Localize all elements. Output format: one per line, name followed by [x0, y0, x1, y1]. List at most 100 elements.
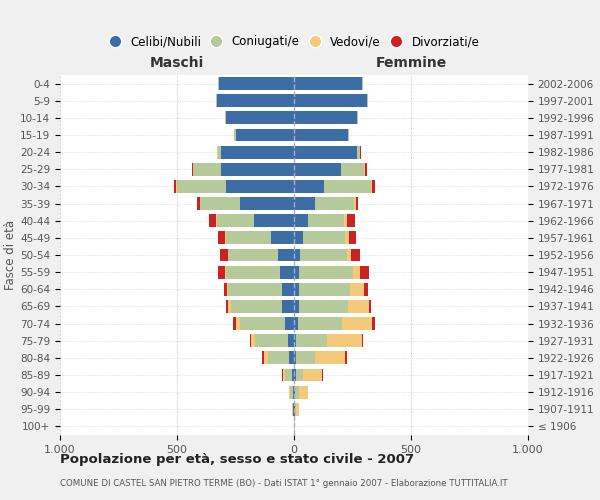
Bar	[226, 300, 229, 313]
Bar	[294, 94, 367, 107]
Bar	[303, 368, 322, 382]
Bar	[294, 112, 357, 124]
Bar	[288, 334, 294, 347]
Bar	[221, 146, 294, 158]
Bar	[289, 352, 294, 364]
Bar	[327, 334, 362, 347]
Bar	[235, 128, 294, 141]
Bar	[193, 163, 221, 175]
Bar	[250, 334, 251, 347]
Bar	[294, 317, 298, 330]
Bar	[296, 352, 315, 364]
Bar	[216, 214, 217, 227]
Bar	[191, 163, 193, 175]
Bar	[362, 77, 363, 90]
Bar	[369, 300, 371, 313]
Bar	[200, 197, 240, 210]
Bar	[225, 112, 226, 124]
Y-axis label: Anni di nascita: Anni di nascita	[598, 212, 600, 298]
Bar	[299, 266, 353, 278]
Bar	[342, 317, 373, 330]
Bar	[347, 214, 355, 227]
Bar	[294, 163, 341, 175]
Bar	[218, 232, 226, 244]
Bar	[367, 94, 368, 107]
Bar	[294, 248, 300, 262]
Bar	[356, 197, 358, 210]
Bar	[371, 180, 373, 193]
Bar	[218, 146, 221, 158]
Bar	[229, 283, 283, 296]
Bar	[229, 248, 278, 262]
Bar	[346, 232, 349, 244]
Bar	[218, 77, 219, 90]
Bar	[233, 317, 235, 330]
Bar	[227, 283, 229, 296]
Bar	[217, 94, 294, 107]
Bar	[262, 352, 263, 364]
Bar	[350, 283, 364, 296]
Bar	[293, 386, 294, 398]
Bar	[218, 266, 226, 278]
Bar	[360, 146, 361, 158]
Bar	[296, 368, 303, 382]
Bar	[295, 403, 296, 415]
Bar	[228, 248, 229, 262]
Bar	[294, 214, 308, 227]
Bar	[341, 163, 364, 175]
Bar	[294, 368, 296, 382]
Bar	[294, 334, 296, 347]
Bar	[294, 146, 357, 158]
Bar	[294, 283, 299, 296]
Bar	[174, 180, 176, 193]
Bar	[217, 146, 218, 158]
Bar	[219, 77, 294, 90]
Bar	[268, 352, 289, 364]
Bar	[294, 266, 299, 278]
Bar	[373, 180, 375, 193]
Bar	[325, 180, 371, 193]
Bar	[352, 248, 359, 262]
Bar	[289, 386, 290, 398]
Bar	[296, 403, 299, 415]
Bar	[353, 197, 356, 210]
Bar	[347, 248, 352, 262]
Bar	[362, 334, 363, 347]
Bar	[284, 317, 294, 330]
Text: Maschi: Maschi	[150, 56, 204, 70]
Bar	[359, 146, 360, 158]
Bar	[300, 248, 347, 262]
Bar	[256, 334, 288, 347]
Bar	[285, 368, 292, 382]
Y-axis label: Fasce di età: Fasce di età	[4, 220, 17, 290]
Bar	[217, 214, 254, 227]
Bar	[299, 386, 308, 398]
Bar	[197, 197, 200, 210]
Bar	[290, 386, 293, 398]
Bar	[315, 352, 346, 364]
Bar	[224, 283, 227, 296]
Bar	[293, 403, 294, 415]
Bar	[283, 283, 294, 296]
Bar	[298, 317, 342, 330]
Bar	[215, 94, 217, 107]
Bar	[240, 197, 294, 210]
Bar	[240, 317, 284, 330]
Bar	[359, 266, 369, 278]
Bar	[373, 317, 375, 330]
Bar	[348, 128, 349, 141]
Bar	[292, 368, 294, 382]
Bar	[280, 266, 294, 278]
Bar	[294, 352, 296, 364]
Bar	[251, 334, 256, 347]
Bar	[209, 214, 216, 227]
Bar	[353, 266, 359, 278]
Bar	[304, 232, 346, 244]
Bar	[294, 197, 315, 210]
Text: Femmine: Femmine	[376, 56, 446, 70]
Bar	[263, 352, 268, 364]
Bar	[271, 232, 294, 244]
Bar	[229, 300, 231, 313]
Bar	[344, 214, 347, 227]
Bar	[349, 232, 356, 244]
